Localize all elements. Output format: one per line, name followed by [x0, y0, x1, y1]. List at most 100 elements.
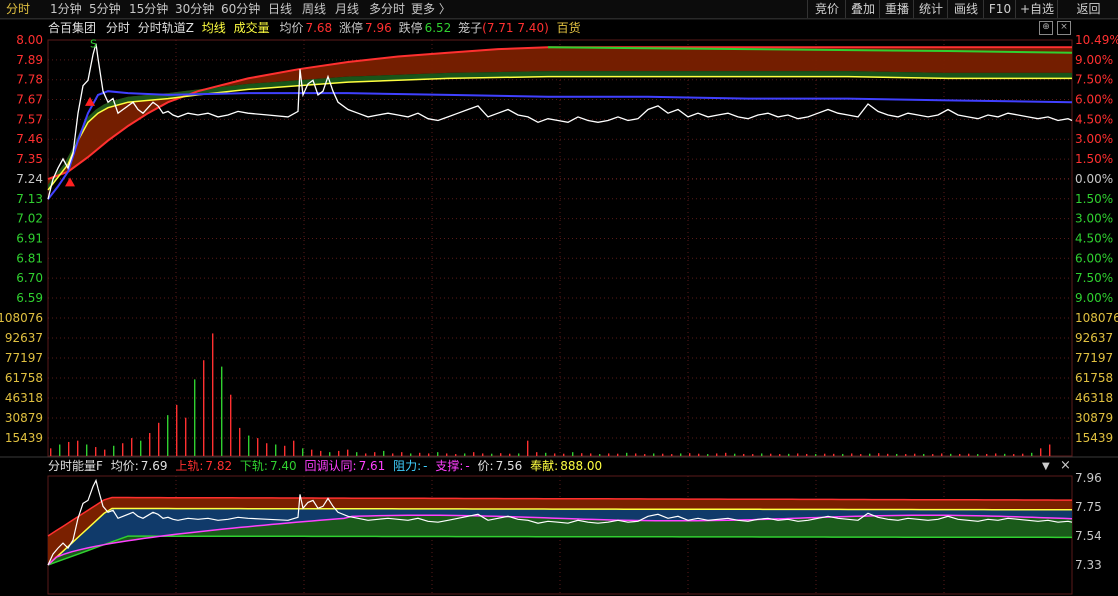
percent-tick-label: 10.49% — [1075, 33, 1118, 47]
volume-bar — [833, 453, 835, 456]
upper-band-value: 7.82 — [205, 459, 233, 473]
volume-bar — [851, 453, 853, 456]
tab-intraday[interactable]: 分时 — [6, 2, 31, 16]
volume-bar — [491, 453, 493, 456]
volume-bar — [176, 404, 178, 456]
volume-bar — [518, 453, 520, 456]
volume-tick-label: 61758 — [5, 371, 43, 385]
contribution-value: 888.00 — [560, 459, 603, 473]
price-tick-label: 7.57 — [16, 112, 43, 126]
volume-bar — [527, 440, 529, 456]
tab-1min[interactable]: 1分钟 — [50, 2, 82, 16]
tab-multi-intraday[interactable]: 多分时 — [369, 2, 406, 16]
limit-down-label: 跌停 — [398, 21, 423, 35]
volume-bar — [338, 450, 340, 456]
volume-bar — [878, 453, 880, 456]
volume-bar — [266, 443, 268, 456]
resistance-label: 阻力: — [393, 459, 422, 473]
volume-bar — [671, 454, 673, 456]
tab-weekly[interactable]: 周线 — [302, 2, 327, 16]
volume-bar — [932, 454, 934, 456]
energy-indicator-header: 分时能量F 均价: 7.69 上轨: 7.82 下轨: 7.40 回调认同: 7.61 … — [48, 458, 602, 474]
volume-bar — [707, 454, 709, 456]
indicator-title[interactable]: 分时能量F — [48, 459, 103, 473]
price-tick-label: 7.35 — [16, 152, 43, 166]
volume-legend: 成交量 — [233, 21, 270, 35]
tab-more[interactable]: 更多 〉 — [411, 2, 451, 16]
tab-15min[interactable]: 15分钟 — [129, 2, 169, 16]
volume-bar — [239, 427, 241, 456]
indicator-price-line — [47, 478, 1073, 566]
tab-60min[interactable]: 60分钟 — [221, 2, 261, 16]
percent-tick-label: 1.50% — [1075, 152, 1113, 166]
volume-bar — [365, 453, 367, 456]
mode-intraday-label: 分时 — [105, 21, 130, 35]
volume-bar — [536, 452, 538, 456]
volume-bar — [410, 453, 412, 456]
f10-button[interactable]: F10 — [983, 0, 1016, 18]
volume-bar — [113, 445, 115, 456]
volume-bar — [779, 454, 781, 456]
volume-bar — [725, 452, 727, 456]
blue-track-line — [47, 90, 1073, 200]
percent-tick-label: 6.00% — [1075, 251, 1113, 265]
limit-up-label: 涨停 — [339, 21, 364, 35]
buy-triangle-icon — [65, 177, 75, 187]
volume-bar — [986, 453, 988, 456]
resistance-value: - — [423, 459, 428, 473]
percent-tick-label: 7.50% — [1075, 73, 1113, 87]
volume-bar — [635, 453, 637, 456]
mid-track-line — [47, 507, 1072, 566]
volume-bar — [1031, 452, 1033, 456]
volume-bar — [581, 453, 583, 456]
volume-bar — [968, 453, 970, 456]
tab-monthly[interactable]: 月线 — [335, 2, 360, 16]
volume-bar — [842, 453, 844, 456]
lower-band-label: 下轨: — [239, 459, 268, 473]
volume-bar — [860, 454, 862, 456]
green-track-line — [547, 46, 1073, 54]
sector-tag[interactable]: 百货 — [556, 21, 581, 35]
statistics-button[interactable]: 统计 — [913, 0, 948, 18]
tab-daily[interactable]: 日线 — [268, 2, 293, 16]
overlay-button[interactable]: 叠加 — [845, 0, 880, 18]
replay-button[interactable]: 重播 — [879, 0, 914, 18]
chart-info-line: 合百集团 分时 分时轨道Z 均线 成交量 均价 7.68 涨停 7.96 跌停 6.5… — [48, 20, 581, 36]
mode-track-label[interactable]: 分时轨道Z — [137, 21, 194, 35]
volume-bar — [392, 453, 394, 456]
volume-bar — [644, 454, 646, 456]
volume-bar — [797, 453, 799, 456]
draw-line-button[interactable]: 画线 — [947, 0, 984, 18]
percent-tick-label: 7.50% — [1075, 271, 1113, 285]
auction-button[interactable]: 竞价 — [807, 0, 846, 18]
percent-tick-label: 3.00% — [1075, 212, 1113, 226]
volume-tick-label: 46318 — [5, 391, 43, 405]
volume-bar — [743, 453, 745, 456]
support-value: - — [465, 459, 470, 473]
volume-tick-label: 61758 — [1075, 371, 1113, 385]
contribution-label: 奉献: — [530, 459, 559, 473]
back-button[interactable]: 返回 — [1057, 0, 1118, 18]
close-indicator-icon[interactable]: × — [1060, 458, 1071, 473]
volume-bar — [293, 440, 295, 456]
volume-bar — [806, 453, 808, 456]
add-watchlist-button[interactable]: +自选 — [1015, 0, 1058, 18]
volume-bar — [383, 450, 385, 456]
volume-bar — [446, 453, 448, 456]
volume-bar — [770, 453, 772, 456]
avg-line-legend: 均线 — [201, 21, 226, 35]
volume-bar — [185, 417, 187, 456]
volume-bar — [869, 453, 871, 456]
volume-bar — [482, 453, 484, 456]
volume-bar — [977, 454, 979, 456]
volume-bar — [356, 452, 358, 456]
tab-5min[interactable]: 5分钟 — [89, 2, 121, 16]
percent-tick-label: 1.50% — [1075, 192, 1113, 206]
volume-bar — [788, 453, 790, 456]
tab-30min[interactable]: 30分钟 — [175, 2, 215, 16]
close-icon[interactable]: × — [1057, 21, 1071, 35]
dropdown-icon[interactable]: ▼ — [1042, 461, 1050, 472]
plus-icon[interactable]: ⊕ — [1039, 21, 1053, 35]
price-tick-label: 6.70 — [16, 271, 43, 285]
